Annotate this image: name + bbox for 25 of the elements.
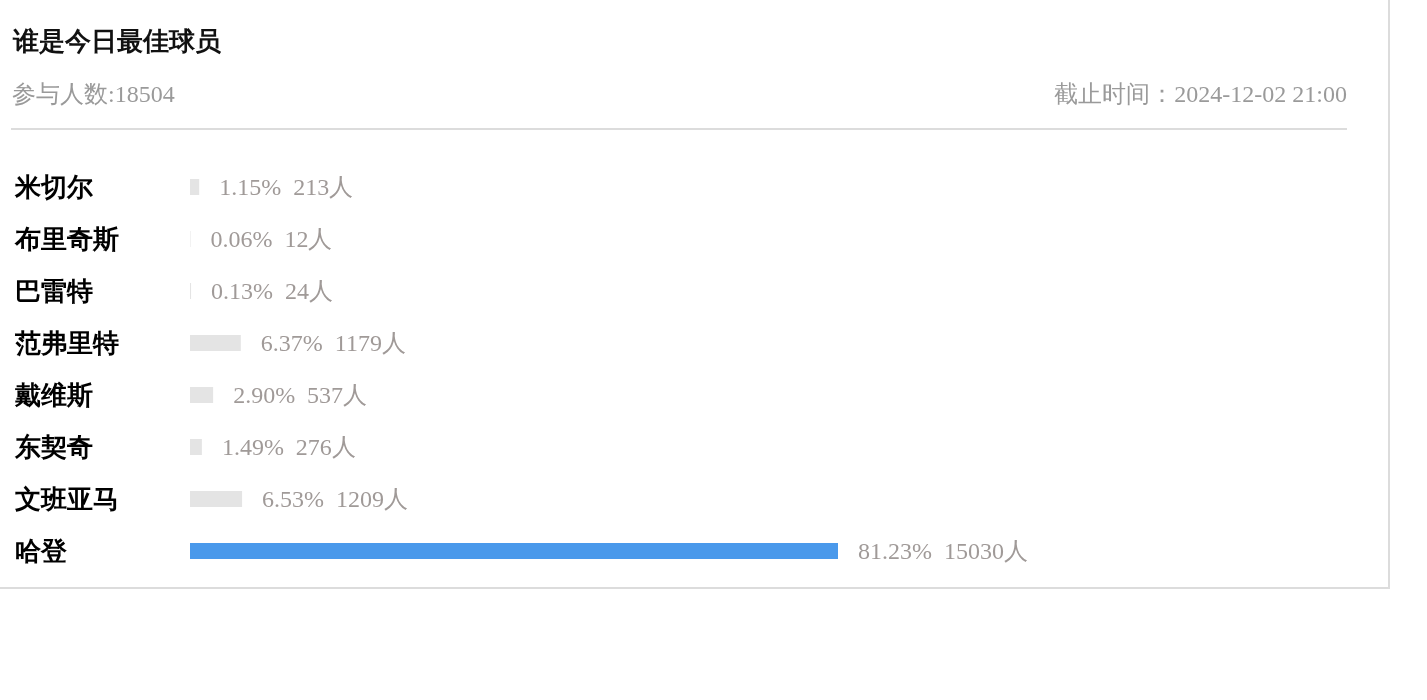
data-label: 1.15% 213人 <box>219 174 354 200</box>
data-label: 6.53% 1209人 <box>262 486 409 512</box>
data-label: 2.90% 537人 <box>233 382 368 408</box>
bar <box>190 543 838 559</box>
y-tick-label: 米切尔 <box>14 173 94 202</box>
y-tick-label: 巴雷特 <box>15 277 93 306</box>
y-tick-label: 哈登 <box>15 537 67 566</box>
data-label: 6.37% 1179人 <box>260 330 406 356</box>
data-label: 81.23% 15030人 <box>858 538 1028 564</box>
y-tick-label: 戴维斯 <box>14 381 93 410</box>
text: 截止时间：2024-12-02 21:00 <box>1054 81 1347 107</box>
bar <box>190 387 214 403</box>
bar <box>190 335 241 351</box>
data-label: 0.06% 12人 <box>210 226 333 252</box>
chart-title: 谁是今日最佳球员 <box>12 27 222 56</box>
bar <box>190 491 243 507</box>
bar <box>190 439 202 455</box>
data-label: 0.13% 24人 <box>211 278 334 304</box>
y-tick-label: 布里奇斯 <box>14 225 119 254</box>
y-tick-label: 范弗里特 <box>14 329 119 358</box>
data-label: 1.49% 276人 <box>221 434 356 460</box>
bar <box>190 179 200 195</box>
chart-subtitle: 参与人数:18504 <box>12 81 175 107</box>
y-tick-label: 文班亚马 <box>15 485 119 514</box>
y-tick-label: 东契奇 <box>14 433 93 462</box>
